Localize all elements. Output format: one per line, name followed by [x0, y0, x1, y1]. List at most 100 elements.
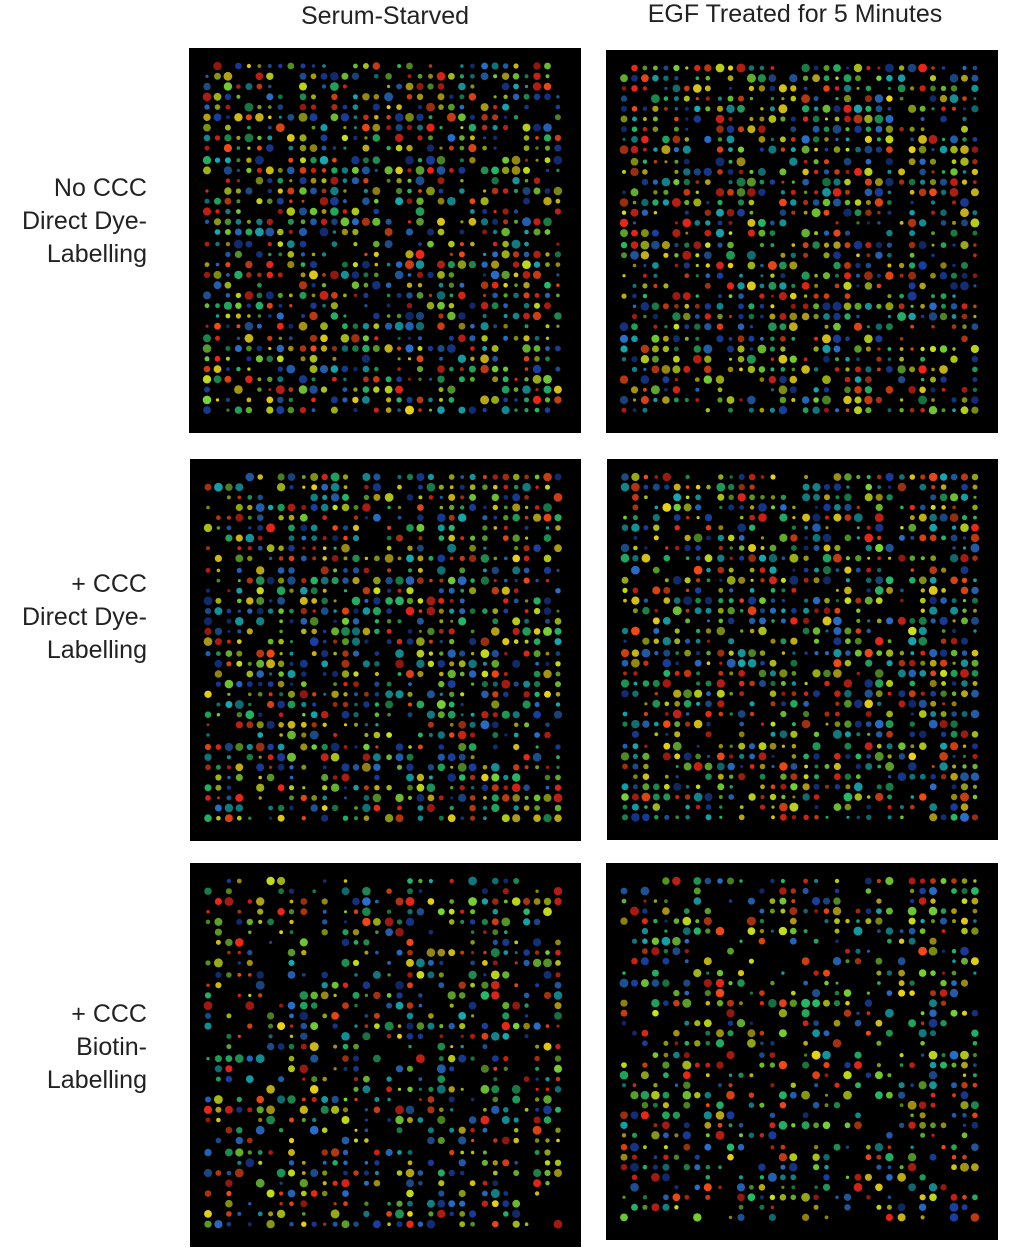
spot: [705, 263, 710, 268]
spot: [320, 322, 328, 331]
spot: [643, 367, 647, 371]
spot: [236, 324, 241, 329]
spot: [909, 230, 916, 237]
spot: [630, 250, 639, 260]
spot: [737, 1193, 745, 1202]
spot: [512, 773, 521, 782]
spot: [257, 524, 264, 531]
spot: [330, 1209, 340, 1219]
spot: [770, 588, 776, 593]
spot: [226, 1221, 232, 1227]
spot: [620, 1111, 628, 1120]
spot: [513, 743, 520, 751]
spot: [407, 357, 412, 361]
spot: [951, 1082, 957, 1089]
spot: [781, 971, 785, 975]
spot: [512, 312, 520, 320]
spot: [941, 137, 946, 141]
spot: [940, 908, 947, 914]
spot: [633, 535, 638, 540]
spot: [778, 354, 788, 364]
spot: [642, 680, 650, 687]
spot: [971, 814, 979, 821]
spot: [533, 938, 542, 947]
spot: [511, 155, 521, 165]
spot: [747, 658, 757, 668]
spot: [907, 1163, 917, 1172]
spot: [737, 355, 745, 363]
spot: [299, 134, 307, 142]
spot: [407, 1160, 413, 1166]
spot: [555, 692, 561, 697]
spot: [492, 608, 499, 614]
spot: [458, 992, 466, 999]
spot: [343, 920, 348, 924]
spot: [470, 629, 475, 634]
spot: [396, 764, 403, 770]
spot: [289, 304, 293, 308]
spot: [353, 1170, 359, 1176]
spot: [300, 586, 308, 595]
spot: [620, 229, 628, 238]
spot: [227, 629, 231, 633]
spot: [748, 958, 754, 964]
spot: [970, 772, 980, 781]
spot: [287, 700, 296, 709]
spot: [662, 345, 670, 353]
spot: [288, 145, 294, 151]
spot: [962, 599, 967, 603]
spot: [267, 754, 274, 761]
spot: [876, 356, 882, 362]
spot: [395, 897, 404, 906]
spot: [492, 251, 499, 258]
spot: [931, 66, 935, 70]
spot: [235, 773, 243, 782]
spot: [555, 651, 561, 656]
spot: [354, 1024, 358, 1028]
spot: [950, 649, 958, 657]
spot: [696, 516, 700, 520]
spot: [642, 637, 650, 645]
spot: [707, 754, 710, 758]
spot: [215, 1106, 222, 1113]
spot: [203, 113, 211, 122]
spot: [694, 323, 701, 330]
spot: [247, 146, 251, 150]
spot: [556, 95, 560, 99]
spot: [770, 929, 774, 933]
spot: [492, 504, 498, 511]
spot: [779, 669, 788, 678]
spot: [778, 1120, 788, 1130]
spot: [322, 672, 327, 676]
spot: [630, 241, 639, 249]
spot: [289, 775, 294, 780]
spot: [501, 227, 510, 237]
spot: [877, 556, 881, 560]
spot: [833, 627, 842, 635]
spot: [694, 64, 701, 72]
spot: [728, 494, 734, 501]
spot: [695, 294, 699, 298]
spot: [898, 1122, 905, 1128]
spot: [256, 596, 265, 605]
spot: [631, 1174, 638, 1181]
spot: [769, 607, 777, 614]
spot: [309, 617, 319, 626]
spot: [386, 1034, 392, 1039]
spot: [971, 74, 979, 82]
spot: [342, 84, 347, 89]
spot: [447, 344, 456, 353]
spot: [877, 567, 882, 573]
spot: [361, 217, 370, 226]
spot: [747, 365, 756, 374]
spot: [213, 61, 222, 71]
spot: [640, 979, 649, 988]
spot: [853, 240, 863, 250]
spot: [673, 503, 681, 512]
spot: [865, 1030, 871, 1036]
spot: [834, 357, 840, 362]
spot: [632, 515, 638, 521]
spot: [952, 1093, 956, 1098]
spot: [822, 1183, 831, 1191]
spot: [696, 651, 701, 656]
